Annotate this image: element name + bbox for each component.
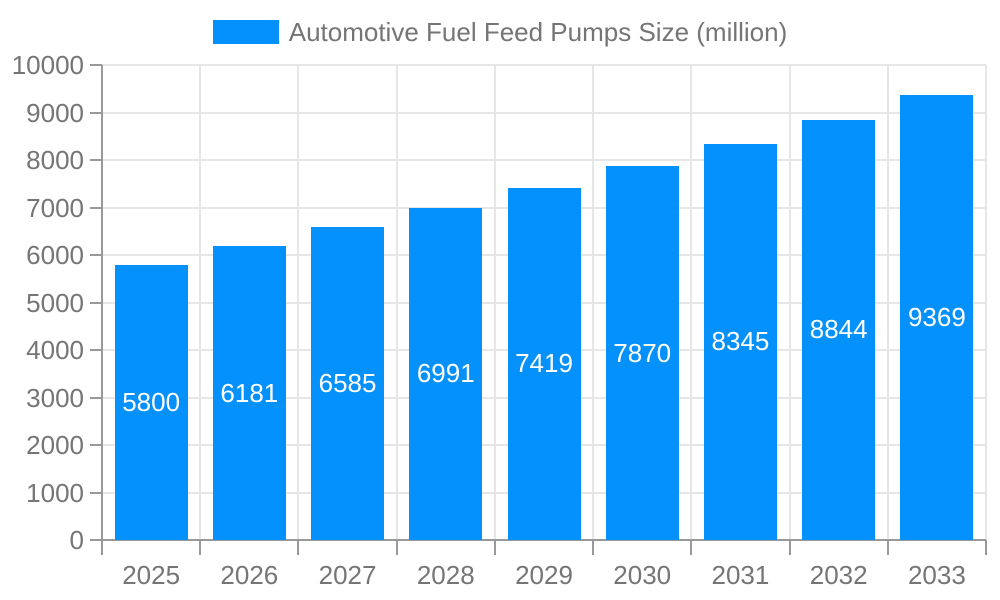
- y-axis-tick: [90, 159, 102, 161]
- legend-label: Automotive Fuel Feed Pumps Size (million…: [288, 17, 788, 47]
- x-axis-tick: [297, 540, 300, 555]
- y-axis-label: 8000: [26, 145, 84, 175]
- bar: 6181: [212, 246, 286, 540]
- v-gridline: [886, 65, 889, 540]
- v-gridline: [690, 65, 693, 540]
- v-gridline: [297, 65, 300, 540]
- y-axis-label: 9000: [26, 97, 84, 128]
- x-axis-label: 2025: [122, 560, 181, 590]
- bar-value-label: 8844: [809, 314, 868, 345]
- x-axis-label: 2029: [515, 560, 573, 590]
- y-axis-tick: [90, 254, 102, 256]
- x-axis-tick: [493, 540, 496, 555]
- v-gridline: [199, 65, 202, 540]
- y-axis-tick: [90, 539, 102, 541]
- bar-value-label: 7419: [515, 348, 573, 379]
- v-gridline: [493, 65, 496, 540]
- v-gridline: [592, 65, 595, 540]
- x-axis-tick: [886, 540, 889, 555]
- legend[interactable]: Automotive Fuel Feed Pumps Size (million…: [0, 18, 1000, 46]
- legend-swatch: [212, 20, 279, 44]
- bar: 7870: [605, 166, 679, 540]
- x-axis-label: 2027: [318, 560, 377, 590]
- h-gridline: [102, 64, 986, 66]
- bar: 8345: [703, 143, 777, 540]
- h-gridline: [102, 159, 986, 161]
- v-gridline: [395, 65, 398, 540]
- y-axis-label: 3000: [26, 382, 84, 413]
- y-axis-label: 7000: [26, 192, 84, 223]
- x-axis-label: 2032: [809, 560, 868, 590]
- y-axis-tick: [90, 349, 102, 351]
- bar-value-label: 6585: [318, 368, 377, 399]
- y-axis-tick: [90, 111, 102, 114]
- y-axis-tick: [90, 301, 102, 304]
- y-axis-tick: [90, 491, 102, 494]
- y-axis-tick: [90, 206, 102, 209]
- bar-value-label: 8345: [711, 326, 770, 357]
- y-axis-label: 1000: [26, 477, 84, 508]
- x-axis-tick: [592, 540, 595, 555]
- bar-value-label: 6991: [416, 358, 475, 389]
- y-axis-label: 4000: [26, 335, 84, 365]
- x-axis-tick: [199, 540, 202, 555]
- v-gridline: [985, 65, 987, 540]
- y-axis-label: 2000: [26, 430, 84, 460]
- x-axis-label: 2033: [907, 560, 966, 590]
- x-axis-label: 2028: [416, 560, 475, 590]
- x-axis-tick: [395, 540, 398, 555]
- x-axis-label: 2026: [220, 560, 279, 590]
- h-gridline: [102, 111, 986, 114]
- bar: 9369: [900, 94, 974, 540]
- bar: 7419: [507, 187, 581, 540]
- v-gridline: [788, 65, 791, 540]
- y-axis-line: [101, 65, 103, 555]
- x-axis-line: [102, 539, 986, 541]
- bar-value-label: 6181: [220, 377, 279, 408]
- y-axis-label: 6000: [26, 240, 84, 270]
- bar: 6991: [409, 207, 483, 540]
- y-axis-tick: [90, 444, 102, 446]
- bar: 8844: [802, 119, 876, 540]
- bar: 5800: [114, 264, 188, 540]
- y-axis-tick: [90, 64, 102, 66]
- x-axis-label: 2030: [613, 560, 672, 590]
- x-axis-tick: [985, 540, 987, 555]
- y-axis-label: 10000: [11, 50, 84, 80]
- x-axis-tick: [690, 540, 693, 555]
- x-axis-label: 2031: [711, 560, 770, 590]
- y-axis-label: 5000: [26, 287, 84, 318]
- y-axis-label: 0: [69, 525, 84, 555]
- bar: 6585: [311, 227, 385, 540]
- bar-value-label: 9369: [907, 301, 966, 332]
- x-axis-tick: [101, 540, 103, 555]
- bar-value-label: 7870: [613, 337, 672, 368]
- bar-value-label: 5800: [122, 386, 181, 417]
- y-axis-tick: [90, 396, 102, 399]
- x-axis-tick: [788, 540, 791, 555]
